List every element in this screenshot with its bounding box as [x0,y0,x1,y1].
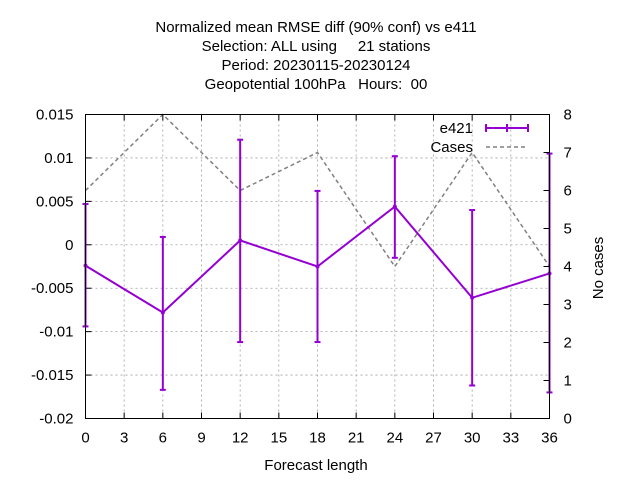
y2-tick-label: 1 [564,373,572,390]
data-point [470,295,475,300]
x-tick-label: 3 [120,430,128,447]
x-tick-label: 27 [425,430,442,447]
x-tick-label: 9 [197,430,205,447]
x-tick-label: 18 [309,430,326,447]
y-axis: -0.02 -0.015 -0.01 -0.005 0 0.005 0.01 0.015 [31,107,92,428]
title-line-1: Normalized mean RMSE diff (90% conf) vs … [155,19,476,36]
y-tick-label: 0.005 [36,193,74,210]
legend-label-cases: Cases [430,139,473,156]
x-tick-label: 21 [348,430,365,447]
x-tick-label: 33 [502,430,519,447]
title-line-2: Selection: ALL using 21 stations [202,38,431,55]
data-point [238,238,243,243]
data-point [160,310,165,315]
title-line-3: Period: 20230115-20230124 [221,57,410,74]
x-tick-label: 15 [270,430,287,447]
x-axis-label: Forecast length [264,457,367,474]
y2-tick-label: 2 [564,335,572,352]
y-tick-label: 0.01 [44,150,73,167]
legend: e421 Cases [430,120,529,156]
y2-axis: 0 1 2 3 4 5 6 7 8 [543,107,572,428]
y-tick-label: 0 [65,237,73,254]
x-tick-label: 24 [386,430,403,447]
y2-tick-label: 7 [564,145,572,162]
x-tick-label: 0 [81,430,89,447]
chart-title: Normalized mean RMSE diff (90% conf) vs … [155,19,476,93]
data-point [392,204,397,209]
y2-tick-label: 6 [564,183,572,200]
legend-label-e421: e421 [440,120,473,137]
x-tick-label: 30 [464,430,481,447]
y-tick-label: -0.015 [31,367,74,384]
y-tick-label: -0.02 [39,411,73,428]
x-tick-label: 12 [232,430,249,447]
y2-tick-label: 4 [564,259,572,276]
title-line-4: Geopotential 100hPa Hours: 00 [205,76,428,93]
x-tick-label: 6 [159,430,167,447]
x-tick-label: 36 [541,430,558,447]
data-point [315,264,320,269]
x-axis: 0 3 6 9 12 15 18 21 24 27 30 33 36 [81,114,558,447]
y2-tick-label: 8 [564,107,572,124]
y2-tick-label: 0 [564,411,572,428]
y2-axis-label: No cases [590,237,607,300]
y2-tick-label: 3 [564,297,572,314]
y-tick-label: -0.005 [31,280,74,297]
y-tick-label: -0.01 [39,324,73,341]
y-tick-label: 0.015 [36,107,74,124]
y2-tick-label: 5 [564,221,572,238]
